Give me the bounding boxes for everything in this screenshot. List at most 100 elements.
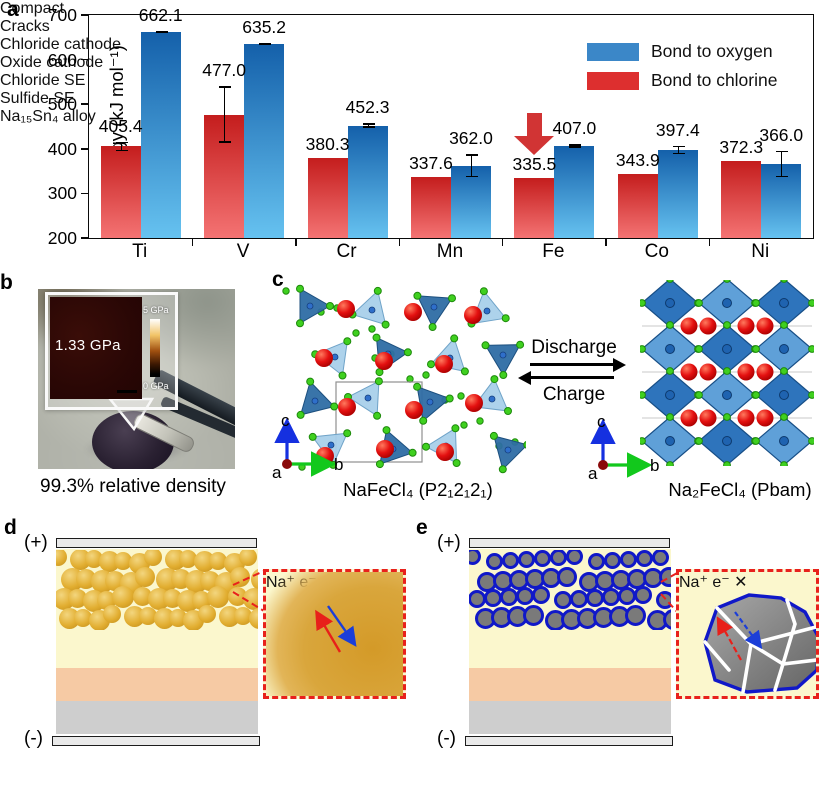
x-category-label: Co [644,241,669,262]
positive-terminal-label: (+) [24,532,48,553]
bar: 407.0 [552,118,596,238]
chloride-cathode-particle [248,608,258,629]
na-atom [464,306,482,324]
cl-atom [780,367,788,375]
fe-atom [665,298,675,308]
fe-highlight-down-arrow-icon [514,113,554,155]
na-atom [338,398,356,416]
bar-group: 343.9 397.4 [606,15,709,238]
y-tick-label: 500 [47,94,77,115]
panel-b-caption: 99.3% relative density [40,476,226,497]
cl-atom [666,321,674,329]
fe-atom [311,397,319,405]
cl-atom [723,413,731,421]
x-boundary-tick [605,238,607,246]
cl-atom [413,291,422,300]
scale-bar [117,390,137,393]
bar: 477.0 [202,60,246,238]
cl-atom [343,337,352,346]
na-atom [375,352,393,370]
error-cap [465,154,478,156]
panel-d-label: d [4,516,17,539]
oxide-cathode-particle [566,550,583,565]
legend-swatch-oxygen [587,42,639,61]
bar-value-label: 452.3 [345,97,390,118]
cl-atom [504,407,512,415]
na-atom [404,303,422,321]
chloride-cathode-particle [227,587,247,606]
fe-atom [722,344,732,354]
error-bar [672,145,685,155]
cl-atom [516,340,525,349]
cl-atom [460,421,468,429]
bar: 335.5 [512,154,556,238]
oxide-cathode-particle [532,586,550,604]
bar-value-label: 635.2 [242,16,287,37]
cl-atom [752,345,760,353]
bar-value-label: 362.0 [449,128,493,149]
bar-group: 380.3 452.3 [296,15,399,238]
chloride-cathode-particle [133,587,152,606]
oxide-cathode-particle [557,567,577,587]
compact-particle-inset: Na⁺ e⁻ ✓ [263,569,406,699]
arrow-head [514,136,554,155]
oxide-cathode-particle [625,605,646,626]
bar: 372.3 [719,137,763,238]
error-cap [776,175,789,178]
cl-atom [306,377,315,386]
cl-atom [373,411,382,420]
bar-chart: Bond energy (kJ mol⁻¹) Bond to oxygen Bo… [48,5,814,248]
error-cap [115,149,128,152]
legend-item-oxide-cathode: Oxide cathode [0,54,826,72]
axis-b-label: b [334,455,343,474]
modulus-value: 1.33 GPa [55,337,121,354]
fe-atom [722,298,732,308]
cross-mark: ✕ [734,574,748,591]
fe-atom [306,302,314,310]
cl-atom [523,441,526,449]
charge-label: Charge [542,384,606,405]
bar: 662.1 [139,5,183,238]
na-atom [737,317,755,335]
axis-c-label: c [281,412,290,430]
bar-value-label: 335.5 [512,153,557,174]
chloride-cathode-particle [56,550,67,566]
bar-group: 405.4 662.1 [89,5,192,238]
cl-atom [695,299,703,307]
nanoindentation-inset: 1.33 GPa 5 GPa 0 GPa [45,292,178,410]
bar: 362.0 [449,128,493,238]
na-atom [680,409,698,427]
chloride-cathode-particle [143,550,162,566]
error-bar [362,123,375,128]
fe-atom [779,390,789,400]
cl-atom [666,461,674,466]
cl-atom [296,284,304,293]
error-cap [259,43,272,46]
cl-atom [422,442,430,451]
fe-atom [504,446,512,454]
error-bar [776,150,789,178]
y-tick-label: 600 [47,49,77,70]
error-bar [465,154,478,178]
x-category-label: V [236,241,250,262]
oxide-cathode-particle [550,550,567,566]
bar-group: 477.0 635.2 [192,15,295,238]
bar: 366.0 [759,125,803,238]
cl-atom [780,280,788,283]
error-cap [115,141,128,144]
alloy-layer [56,701,258,734]
oxide-cathode-particle [523,605,544,626]
inset-connector [232,570,265,612]
chloride-cathode-particle [135,567,155,587]
cl-atom [408,448,417,457]
bar: 343.9 [616,150,660,238]
axis-a-label: a [588,464,598,481]
error-cap [672,152,685,155]
panel-e-label: e [416,516,428,539]
sulfide-se-layer [56,668,258,701]
cl-atom [326,302,334,310]
cl-atom [451,424,460,433]
chloride-cathode-particle [168,609,187,627]
compact-particle-blob [266,572,403,696]
